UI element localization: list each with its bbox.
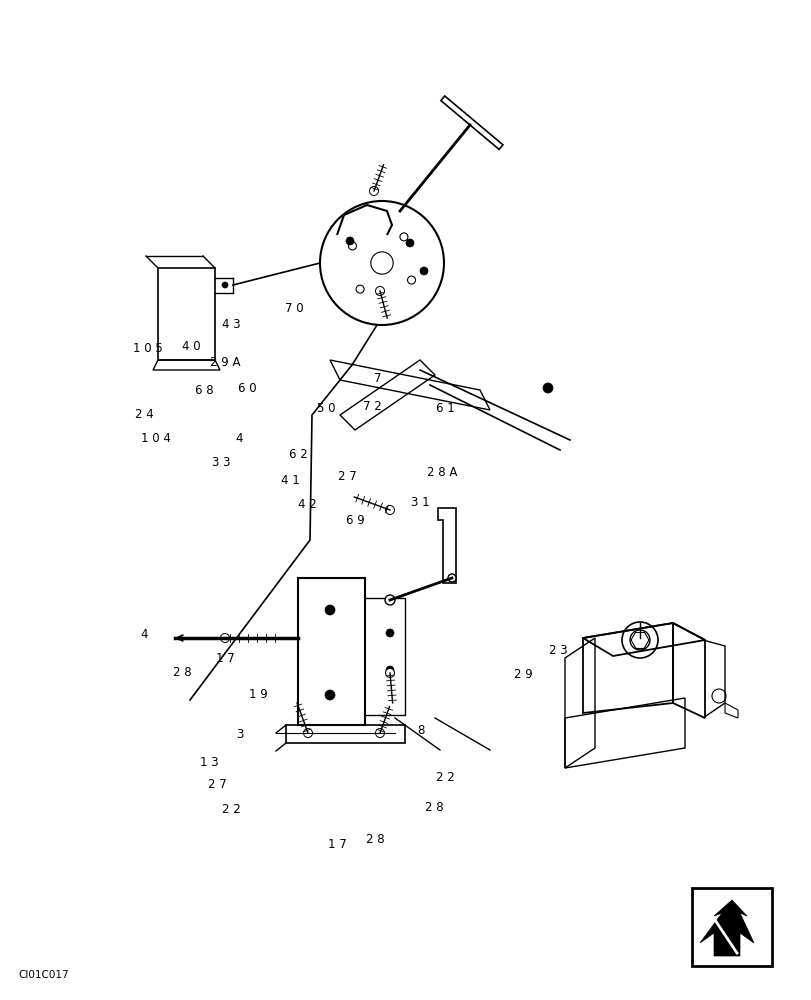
Text: 6 9: 6 9 <box>345 514 365 526</box>
Text: 4: 4 <box>140 629 148 642</box>
Text: 1 9: 1 9 <box>248 688 268 702</box>
Text: 4 2: 4 2 <box>297 498 316 512</box>
Text: 1 0 5: 1 0 5 <box>133 342 162 355</box>
Circle shape <box>221 282 228 288</box>
Text: 2 8: 2 8 <box>425 801 443 814</box>
Text: 3 1: 3 1 <box>411 495 429 508</box>
Text: 6 1: 6 1 <box>435 401 454 414</box>
Circle shape <box>324 690 335 700</box>
Text: 2 9: 2 9 <box>513 668 533 682</box>
Circle shape <box>303 728 312 738</box>
Text: 7 0: 7 0 <box>285 302 303 314</box>
Text: 3: 3 <box>235 728 243 742</box>
Circle shape <box>345 237 354 245</box>
Text: 2 7: 2 7 <box>208 778 227 791</box>
Text: 8: 8 <box>416 724 424 736</box>
Circle shape <box>419 267 427 275</box>
Circle shape <box>385 666 393 674</box>
Text: 2 2: 2 2 <box>435 771 454 784</box>
Text: 2 3: 2 3 <box>549 644 567 656</box>
Text: 7: 7 <box>373 371 381 384</box>
Text: CI01C017: CI01C017 <box>18 970 69 980</box>
Circle shape <box>385 506 394 514</box>
Text: 2 4: 2 4 <box>135 408 154 422</box>
Text: 1 7: 1 7 <box>327 838 346 851</box>
Circle shape <box>384 595 394 605</box>
Circle shape <box>385 668 394 678</box>
Text: 4 1: 4 1 <box>281 474 300 487</box>
Text: 7 2: 7 2 <box>362 399 381 412</box>
Text: 2 7: 2 7 <box>337 471 357 484</box>
Text: 4 3: 4 3 <box>222 318 240 332</box>
Text: 4: 4 <box>235 432 243 444</box>
Circle shape <box>324 605 335 615</box>
Circle shape <box>406 239 414 247</box>
Circle shape <box>448 574 456 582</box>
Text: 2 9 A: 2 9 A <box>210 356 241 368</box>
Circle shape <box>375 286 384 296</box>
Circle shape <box>221 634 230 643</box>
Text: 6 0: 6 0 <box>238 381 256 394</box>
Text: 1 0 4: 1 0 4 <box>141 432 170 444</box>
Text: 2 8: 2 8 <box>366 833 384 846</box>
Circle shape <box>543 383 552 393</box>
Text: 6 2: 6 2 <box>289 448 308 462</box>
Text: 1 3: 1 3 <box>200 756 218 768</box>
Circle shape <box>385 629 393 637</box>
Text: 2 8 A: 2 8 A <box>427 466 457 480</box>
Text: 3 3: 3 3 <box>212 456 230 468</box>
Text: 2 2: 2 2 <box>221 803 241 816</box>
Text: 4 0: 4 0 <box>182 340 200 354</box>
Text: 1 7: 1 7 <box>216 652 235 664</box>
Circle shape <box>375 728 384 738</box>
Text: 5 0: 5 0 <box>317 401 335 414</box>
Circle shape <box>369 187 378 196</box>
Text: 2 8: 2 8 <box>174 666 191 678</box>
Text: 6 8: 6 8 <box>195 383 213 396</box>
Polygon shape <box>699 900 753 956</box>
